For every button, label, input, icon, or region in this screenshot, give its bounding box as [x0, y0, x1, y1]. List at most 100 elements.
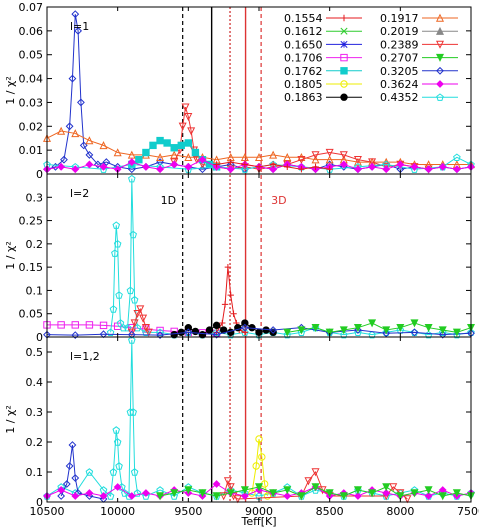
data-point: [297, 155, 306, 165]
legend-marker: [340, 93, 348, 101]
x-tick-label: 8000: [386, 505, 414, 518]
data-point: [127, 328, 136, 337]
panel-label-l12: l=1,2: [70, 350, 100, 363]
data-point: [57, 321, 65, 329]
data-point: [283, 328, 292, 337]
data-point: [325, 328, 334, 337]
legend-marker: [340, 40, 348, 48]
data-point: [163, 139, 171, 147]
panel-l2: 0 0.05 0.1 0.15 0.2 0.25 0.3 l=2 1 / χ² 1D 3D: [4, 173, 476, 344]
data-point: [311, 155, 320, 164]
data-point: [156, 492, 165, 501]
data-point: [130, 319, 139, 328]
legend-label: 0.3205: [380, 65, 419, 78]
legend-label: 0.1762: [284, 65, 323, 78]
legend-label: 0.4352: [380, 91, 419, 104]
data-point: [311, 468, 320, 477]
data-point: [57, 492, 66, 500]
data-point: [112, 426, 121, 434]
data-point: [99, 321, 108, 330]
data-point: [269, 165, 278, 174]
data-point: [71, 331, 80, 340]
data-point: [226, 165, 235, 174]
data-point: [252, 462, 260, 470]
panel-l1: 0 0.01 0.02 0.03 0.04 0.05 0.06 0.07 l=1 1 / χ²: [4, 1, 476, 181]
data-point: [241, 165, 249, 173]
data-point: [354, 326, 362, 334]
data-point: [71, 321, 79, 329]
data-point: [325, 148, 334, 157]
data-point: [396, 323, 405, 333]
data-point: [127, 330, 136, 339]
reference-lines: [182, 7, 262, 502]
data-point: [112, 221, 121, 229]
data-point: [221, 301, 229, 308]
legend-entry-0.1612: 0.1612: [284, 25, 362, 38]
data-point: [240, 323, 249, 332]
legend-entry-0.3624: 0.3624: [380, 78, 458, 91]
data-point: [119, 323, 128, 332]
data-point: [170, 160, 179, 169]
data-point: [106, 492, 115, 500]
data-point: [170, 492, 178, 500]
legend-marker: [340, 27, 348, 35]
data-point: [382, 328, 390, 337]
data-point: [142, 489, 150, 497]
data-point: [248, 489, 256, 497]
data-point: [156, 158, 164, 166]
data-point: [339, 326, 348, 335]
data-point: [298, 166, 305, 173]
legend-entry-0.3205: 0.3205: [380, 65, 458, 78]
data-point: [99, 162, 108, 171]
data-point: [396, 492, 405, 501]
data-point: [269, 326, 278, 334]
data-point: [156, 136, 164, 145]
y-tick-label: 0.04: [19, 73, 44, 86]
legend-marker: [340, 67, 348, 75]
data-point: [178, 122, 187, 131]
data-point: [142, 148, 150, 157]
y-tick-label: 0: [36, 331, 43, 344]
data-point: [304, 477, 313, 486]
data-point: [219, 319, 226, 327]
y-tick-label: 0.02: [19, 120, 44, 133]
data-point: [368, 330, 376, 339]
data-point: [452, 489, 461, 498]
y-axis-label-panel-1: 1 / χ²: [4, 76, 17, 104]
data-point: [170, 330, 178, 339]
data-point: [170, 150, 179, 159]
y-axis-label-panel-2: 1 / χ²: [4, 241, 17, 269]
y-tick-label: 0.01: [19, 144, 44, 157]
data-point: [71, 10, 80, 19]
data-point: [85, 492, 94, 500]
data-point: [226, 483, 235, 492]
legend-label: 0.1650: [284, 38, 323, 51]
legend-marker: [435, 40, 445, 49]
data-point: [129, 230, 137, 239]
data-point: [240, 486, 249, 495]
legend-marker: [340, 53, 348, 62]
data-point: [283, 330, 292, 339]
series-line-0.2389: [131, 307, 150, 333]
y-tick-label: 0.06: [19, 25, 44, 38]
data-point: [340, 330, 348, 339]
y-tick-label: 0.05: [19, 49, 44, 62]
y-tick-label: 0.03: [19, 96, 44, 109]
data-point: [255, 163, 263, 171]
data-point: [396, 160, 405, 169]
data-point: [212, 321, 221, 330]
data-point: [297, 326, 306, 335]
data-point: [219, 492, 228, 501]
x-tick-label: 10000: [100, 505, 135, 518]
series-line-0.1805: [251, 438, 268, 497]
y-tick-label: 0.15: [19, 261, 44, 274]
data-point: [115, 291, 123, 299]
data-point: [156, 152, 165, 161]
legend-entry-0.2707: 0.2707: [380, 52, 458, 65]
data-point: [241, 319, 249, 327]
legend-entry-0.2019: 0.2019: [380, 25, 458, 38]
legend-marker: [340, 14, 348, 22]
data-point: [311, 151, 320, 160]
data-point: [382, 165, 391, 174]
data-point: [99, 141, 108, 150]
